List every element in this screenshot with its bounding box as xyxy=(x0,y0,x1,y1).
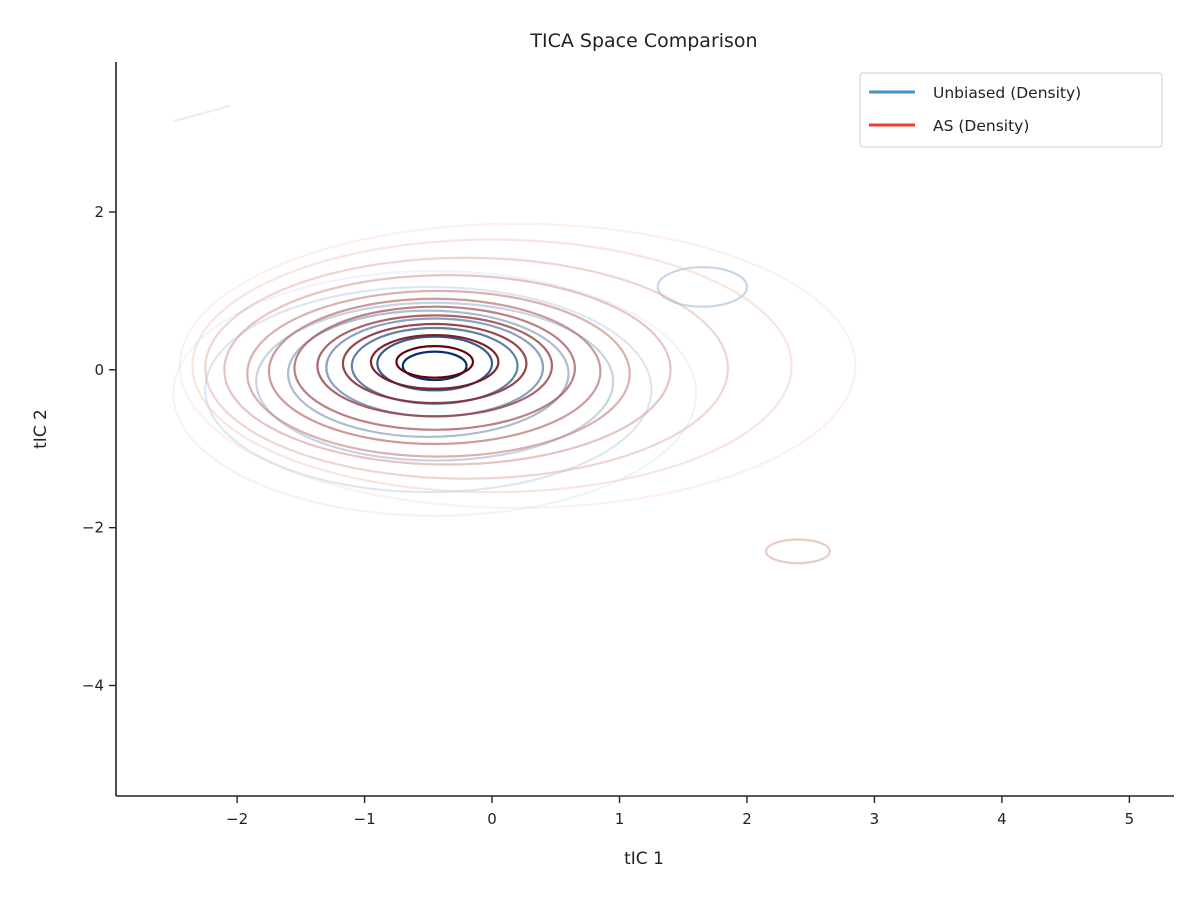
y-axis-ticks: −4 −2 0 2 xyxy=(82,203,116,695)
unbiased-contour-level-5 xyxy=(286,309,570,438)
as-contour-level-1 xyxy=(395,345,475,379)
y-tick-label: −2 xyxy=(82,519,104,537)
legend-frame xyxy=(859,72,1163,148)
y-tick-label: 0 xyxy=(94,361,104,379)
x-axis-label: tIC 1 xyxy=(624,849,664,869)
y-tick-label: 2 xyxy=(94,203,104,221)
unbiased-contour-level-1 xyxy=(401,350,468,382)
x-tick-label: 0 xyxy=(487,810,497,828)
as-contour-level-3 xyxy=(341,322,528,405)
as-contour-level-10 xyxy=(191,238,793,494)
x-tick-label: 1 xyxy=(615,810,625,828)
unbiased-side-peak-contour xyxy=(656,266,749,308)
unbiased-contour-level-4 xyxy=(325,317,545,418)
x-tick-label: −1 xyxy=(354,810,376,828)
as-contour-level-7 xyxy=(246,289,631,458)
as-contour-level-11 xyxy=(178,222,857,510)
x-axis-ticks: −2 −1 0 1 2 3 4 5 xyxy=(226,796,1134,828)
x-tick-label: 3 xyxy=(870,810,880,828)
unbiased-contour-level-7 xyxy=(204,285,653,494)
unbiased-outlier-contour xyxy=(173,104,232,123)
legend: Unbiased (Density) AS (Density) xyxy=(859,72,1163,148)
unbiased-contour-level-6 xyxy=(255,301,615,462)
unbiased-density-contours xyxy=(172,104,749,517)
unbiased-contour-level-8 xyxy=(172,270,698,517)
x-tick-label: 4 xyxy=(997,810,1007,828)
x-tick-label: 2 xyxy=(742,810,752,828)
x-tick-label: −2 xyxy=(226,810,248,828)
y-tick-label: −4 xyxy=(82,677,104,695)
as-contour-level-8 xyxy=(223,273,672,466)
x-tick-label: 5 xyxy=(1125,810,1135,828)
as-side-peak-contour xyxy=(764,538,831,565)
unbiased-contour-level-2 xyxy=(376,335,494,392)
as-density-contours xyxy=(178,222,857,565)
as-contour-level-2 xyxy=(369,333,500,390)
as-contour-level-4 xyxy=(316,314,554,418)
as-contour-level-5 xyxy=(293,305,576,431)
legend-label-unbiased: Unbiased (Density) xyxy=(933,84,1081,102)
legend-label-as: AS (Density) xyxy=(933,117,1029,135)
as-contour-level-6 xyxy=(267,297,602,446)
y-axis-label: tIC 2 xyxy=(31,409,51,449)
chart-title: TICA Space Comparison xyxy=(529,30,757,52)
as-contour-level-9 xyxy=(204,256,729,480)
